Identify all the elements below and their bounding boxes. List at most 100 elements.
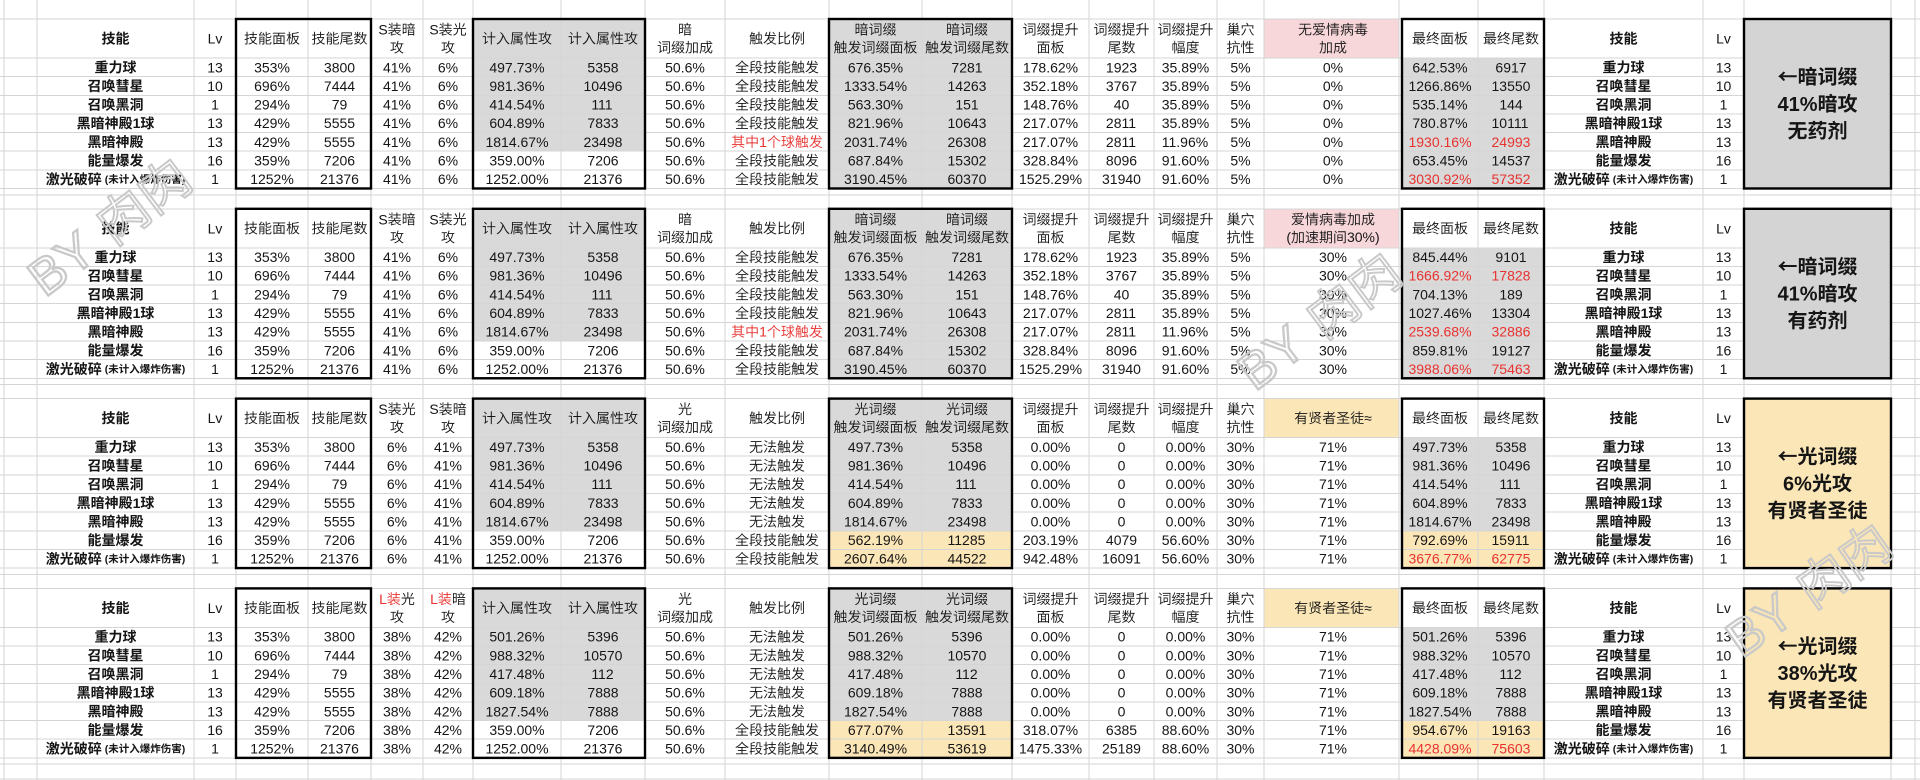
svg-text:5%: 5% — [1230, 324, 1250, 340]
svg-text:5555: 5555 — [324, 324, 355, 340]
svg-text:604.89%: 604.89% — [489, 305, 544, 321]
svg-text:5%: 5% — [1230, 361, 1250, 377]
svg-text:10: 10 — [207, 458, 223, 474]
svg-text:13: 13 — [207, 305, 223, 321]
svg-text:): ) — [1690, 174, 1694, 186]
svg-text:5555: 5555 — [324, 495, 355, 511]
svg-text:35.89%: 35.89% — [1162, 78, 1209, 94]
svg-text:845.44%: 845.44% — [1412, 249, 1467, 265]
svg-text:1: 1 — [1720, 171, 1728, 187]
svg-text:3190.45%: 3190.45% — [844, 361, 907, 377]
svg-text:(: ( — [1613, 743, 1617, 755]
svg-text:13: 13 — [207, 134, 223, 150]
svg-text:7833: 7833 — [951, 495, 982, 511]
svg-text:): ) — [1690, 743, 1694, 755]
svg-text:7206: 7206 — [587, 342, 618, 358]
svg-text:1: 1 — [1641, 495, 1649, 511]
svg-text:30%: 30% — [1226, 666, 1254, 682]
svg-text:111: 111 — [591, 286, 612, 302]
svg-text:429%: 429% — [254, 305, 290, 321]
svg-text:6%: 6% — [387, 476, 407, 492]
svg-text:294%: 294% — [254, 666, 290, 682]
svg-text:429%: 429% — [254, 134, 290, 150]
svg-text:50.6%: 50.6% — [665, 722, 705, 738]
svg-text:696%: 696% — [254, 78, 290, 94]
svg-text:60370: 60370 — [948, 171, 987, 187]
svg-text:0.00%: 0.00% — [1166, 685, 1206, 701]
svg-text:111: 111 — [1499, 476, 1520, 492]
svg-text:50.6%: 50.6% — [665, 171, 705, 187]
svg-text:≈: ≈ — [1364, 600, 1372, 616]
svg-text:50.6%: 50.6% — [665, 551, 705, 567]
svg-text:91.60%: 91.60% — [1162, 342, 1209, 358]
svg-text:0.00%: 0.00% — [1031, 703, 1071, 719]
svg-text:0.00%: 0.00% — [1031, 439, 1071, 455]
svg-text:30%: 30% — [1226, 629, 1254, 645]
svg-text:5%: 5% — [1230, 134, 1250, 150]
svg-text:1: 1 — [1720, 97, 1728, 113]
svg-text:2539.68%: 2539.68% — [1408, 324, 1471, 340]
svg-text:1827.54%: 1827.54% — [485, 703, 548, 719]
svg-text:0: 0 — [1118, 685, 1126, 701]
svg-text:16: 16 — [207, 342, 223, 358]
svg-text:1: 1 — [211, 741, 219, 757]
svg-text:71%: 71% — [1319, 722, 1347, 738]
svg-text:42%: 42% — [434, 703, 462, 719]
svg-text:1252.00%: 1252.00% — [485, 171, 548, 187]
svg-text:13: 13 — [207, 703, 223, 719]
svg-text:30%): 30%) — [1347, 229, 1380, 245]
svg-text:6%: 6% — [438, 97, 458, 113]
svg-text:5%: 5% — [1230, 305, 1250, 321]
svg-text:1923: 1923 — [1106, 59, 1137, 75]
svg-text:10643: 10643 — [948, 115, 987, 131]
svg-text:10570: 10570 — [1492, 647, 1531, 663]
svg-text:5396: 5396 — [1495, 629, 1526, 645]
svg-text:10496: 10496 — [584, 78, 623, 94]
svg-text:7206: 7206 — [324, 532, 355, 548]
svg-text:1333.54%: 1333.54% — [844, 268, 907, 284]
svg-text:0%: 0% — [1323, 115, 1343, 131]
svg-text:L: L — [430, 591, 438, 607]
svg-text:3140.49%: 3140.49% — [844, 741, 907, 757]
svg-text:1814.67%: 1814.67% — [1408, 513, 1471, 529]
svg-text:23498: 23498 — [1492, 513, 1531, 529]
svg-text:1: 1 — [133, 495, 141, 511]
svg-text:981.36%: 981.36% — [489, 78, 544, 94]
svg-text:1252%: 1252% — [250, 171, 294, 187]
svg-text:10: 10 — [207, 647, 223, 663]
svg-text:50.6%: 50.6% — [665, 97, 705, 113]
svg-text:50.6%: 50.6% — [665, 115, 705, 131]
svg-text:38%: 38% — [383, 703, 411, 719]
svg-text:1252%: 1252% — [250, 551, 294, 567]
svg-text:1: 1 — [211, 666, 219, 682]
svg-text:359%: 359% — [254, 152, 290, 168]
svg-text:30%: 30% — [1226, 476, 1254, 492]
svg-text:56.60%: 56.60% — [1162, 551, 1209, 567]
svg-text:57352: 57352 — [1492, 171, 1531, 187]
svg-text:38%: 38% — [383, 666, 411, 682]
svg-text:75603: 75603 — [1492, 741, 1531, 757]
svg-text:16: 16 — [207, 722, 223, 738]
svg-text:41%: 41% — [383, 171, 411, 187]
svg-text:13: 13 — [207, 115, 223, 131]
svg-text:41%: 41% — [383, 59, 411, 75]
svg-text:71%: 71% — [1319, 495, 1347, 511]
svg-text:417.48%: 417.48% — [848, 666, 903, 682]
svg-text:7281: 7281 — [951, 249, 982, 265]
svg-text:3767: 3767 — [1106, 78, 1137, 94]
svg-text:5%: 5% — [1230, 249, 1250, 265]
svg-text:Lv: Lv — [1716, 600, 1731, 616]
svg-text:359.00%: 359.00% — [489, 342, 544, 358]
svg-text:942.48%: 942.48% — [1023, 551, 1078, 567]
svg-text:0%: 0% — [1323, 134, 1343, 150]
svg-text:429%: 429% — [254, 495, 290, 511]
svg-text:178.62%: 178.62% — [1023, 59, 1078, 75]
svg-text:41%: 41% — [383, 342, 411, 358]
svg-text:3800: 3800 — [324, 59, 355, 75]
svg-text:7888: 7888 — [587, 703, 618, 719]
svg-text:38%: 38% — [383, 741, 411, 757]
svg-text:44522: 44522 — [948, 551, 987, 567]
svg-text:1: 1 — [211, 551, 219, 567]
svg-text:13: 13 — [1716, 305, 1732, 321]
svg-text:23498: 23498 — [584, 324, 623, 340]
